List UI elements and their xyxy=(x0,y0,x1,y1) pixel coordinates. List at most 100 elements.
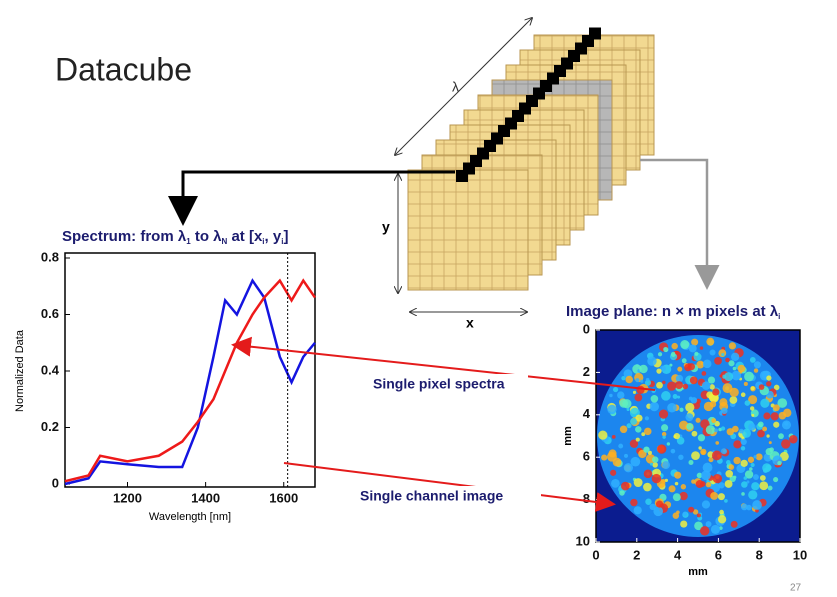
pixel-column xyxy=(547,73,559,85)
speckle xyxy=(733,476,736,479)
x-tick-label: 10 xyxy=(793,547,807,562)
y-tick-label: 6 xyxy=(583,449,590,464)
title-part: Image plane: n × m pixels at λ xyxy=(566,303,779,320)
speckle xyxy=(760,399,769,408)
speckle xyxy=(725,470,733,478)
speckle xyxy=(706,338,714,346)
pixel-column xyxy=(505,118,517,130)
speckle xyxy=(685,403,694,412)
speckle xyxy=(656,382,663,389)
speckle xyxy=(635,378,639,382)
speckle xyxy=(619,490,625,496)
speckle xyxy=(661,391,671,401)
speckle xyxy=(727,428,734,435)
speckle xyxy=(733,457,740,464)
speckle xyxy=(647,356,656,365)
subscript: i xyxy=(778,312,780,321)
title-part: Spectrum: from λ xyxy=(62,228,187,245)
x-axis-label: Wavelength [nm] xyxy=(149,511,231,523)
image-arrow xyxy=(640,160,707,285)
speckle xyxy=(700,526,709,535)
speckle xyxy=(662,461,670,469)
speckle xyxy=(712,388,719,395)
speckle xyxy=(665,479,668,482)
speckle xyxy=(748,423,755,430)
speckle xyxy=(656,501,663,508)
speckle xyxy=(671,343,677,349)
y-tick-label: 4 xyxy=(583,406,591,421)
speckle xyxy=(714,357,722,365)
speckle xyxy=(692,431,698,437)
y-tick-label: 0.4 xyxy=(41,362,60,377)
pixel-column xyxy=(575,43,587,55)
speckle xyxy=(684,364,691,371)
speckle xyxy=(652,456,658,462)
speckle xyxy=(712,451,722,461)
speckle xyxy=(683,384,688,389)
speckle xyxy=(650,463,653,466)
x-tick-label: 1200 xyxy=(113,490,142,505)
speckle xyxy=(701,470,711,480)
speckle xyxy=(689,344,697,352)
speckle xyxy=(702,500,710,508)
speckle xyxy=(607,405,616,414)
speckle xyxy=(759,481,768,490)
speckle xyxy=(688,460,693,465)
speckle xyxy=(634,478,643,487)
pixel-column xyxy=(477,148,489,160)
speckle xyxy=(656,368,661,373)
speckle xyxy=(769,441,772,444)
x-tick-label: 0 xyxy=(592,547,599,562)
spectrum-line xyxy=(65,281,315,482)
speckle xyxy=(731,353,739,361)
speckle xyxy=(766,381,771,386)
speckle xyxy=(729,396,737,404)
speckle xyxy=(621,482,630,491)
speckle xyxy=(686,423,693,430)
speckle xyxy=(730,388,739,397)
speckle xyxy=(661,424,668,431)
speckle xyxy=(659,410,668,419)
speckle xyxy=(680,521,687,528)
speckle xyxy=(721,353,724,356)
speckle xyxy=(700,481,706,487)
speckle xyxy=(753,455,756,458)
speckle xyxy=(677,367,682,372)
speckle xyxy=(611,479,620,488)
title-part: , y xyxy=(265,228,282,245)
speckle xyxy=(706,521,712,527)
speckle xyxy=(748,490,757,499)
speckle xyxy=(667,381,676,390)
speckle xyxy=(675,381,683,389)
speckle xyxy=(718,515,726,523)
speckle xyxy=(691,397,697,403)
speckle xyxy=(630,418,637,425)
speckle xyxy=(667,442,670,445)
speckle xyxy=(698,434,705,441)
pixel-column xyxy=(533,88,545,100)
speckle xyxy=(738,365,746,373)
speckle xyxy=(662,381,666,385)
y-tick-label: 0.6 xyxy=(41,306,59,321)
speckle xyxy=(644,469,653,478)
speckle xyxy=(645,416,649,420)
speckle xyxy=(763,468,768,473)
speckle xyxy=(697,513,701,517)
title-part: to λ xyxy=(191,228,222,245)
speckle xyxy=(745,400,751,406)
speckle xyxy=(681,484,686,489)
speckle xyxy=(719,375,722,378)
speckle xyxy=(675,482,679,486)
speckle xyxy=(721,448,727,454)
speckle xyxy=(713,474,722,483)
speckle xyxy=(680,340,689,349)
speckle xyxy=(651,395,659,403)
speckle xyxy=(718,493,725,500)
speckle xyxy=(674,472,681,479)
speckle xyxy=(763,412,770,419)
speckle xyxy=(777,461,781,465)
pixel-column xyxy=(589,28,601,40)
image-title: Image plane: n × m pixels at λi xyxy=(566,303,780,321)
speckle xyxy=(627,423,632,428)
